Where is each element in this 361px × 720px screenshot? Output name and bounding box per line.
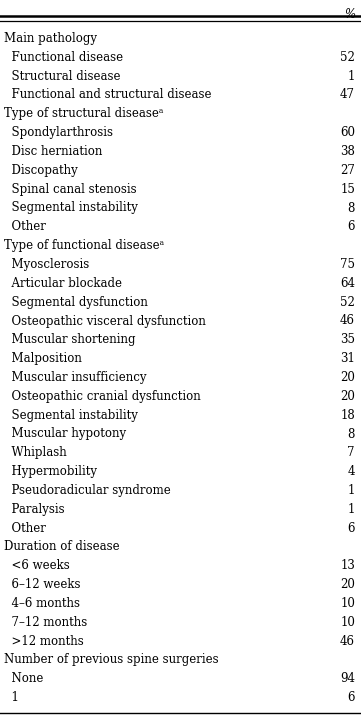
Text: 4–6 months: 4–6 months <box>4 597 80 610</box>
Text: Paralysis: Paralysis <box>4 503 65 516</box>
Text: Other: Other <box>4 522 46 535</box>
Text: 1: 1 <box>348 484 355 497</box>
Text: <6 weeks: <6 weeks <box>4 559 70 572</box>
Text: 35: 35 <box>340 333 355 346</box>
Text: 18: 18 <box>340 409 355 422</box>
Text: Type of functional diseaseᵃ: Type of functional diseaseᵃ <box>4 239 164 252</box>
Text: Disc herniation: Disc herniation <box>4 145 103 158</box>
Text: 15: 15 <box>340 183 355 196</box>
Text: Type of structural diseaseᵃ: Type of structural diseaseᵃ <box>4 107 164 120</box>
Text: Hypermobility: Hypermobility <box>4 465 97 478</box>
Text: 8: 8 <box>348 428 355 441</box>
Text: >12 months: >12 months <box>4 634 84 648</box>
Text: Other: Other <box>4 220 46 233</box>
Text: 10: 10 <box>340 597 355 610</box>
Text: Myosclerosis: Myosclerosis <box>4 258 89 271</box>
Text: 13: 13 <box>340 559 355 572</box>
Text: Number of previous spine surgeries: Number of previous spine surgeries <box>4 654 219 667</box>
Text: 6–12 weeks: 6–12 weeks <box>4 578 81 591</box>
Text: 31: 31 <box>340 352 355 365</box>
Text: 1: 1 <box>348 503 355 516</box>
Text: 6: 6 <box>348 522 355 535</box>
Text: 27: 27 <box>340 164 355 177</box>
Text: Structural disease: Structural disease <box>4 70 121 83</box>
Text: Muscular shortening: Muscular shortening <box>4 333 135 346</box>
Text: Segmental dysfunction: Segmental dysfunction <box>4 296 148 309</box>
Text: Malposition: Malposition <box>4 352 82 365</box>
Text: Functional and structural disease: Functional and structural disease <box>4 89 212 102</box>
Text: 64: 64 <box>340 276 355 290</box>
Text: 94: 94 <box>340 672 355 685</box>
Text: 7–12 months: 7–12 months <box>4 616 87 629</box>
Text: 6: 6 <box>348 691 355 704</box>
Text: 8: 8 <box>348 202 355 215</box>
Text: 10: 10 <box>340 616 355 629</box>
Text: 1: 1 <box>348 70 355 83</box>
Text: Discopathy: Discopathy <box>4 164 78 177</box>
Text: None: None <box>4 672 43 685</box>
Text: Muscular insufficiency: Muscular insufficiency <box>4 371 147 384</box>
Text: Functional disease: Functional disease <box>4 51 123 64</box>
Text: 52: 52 <box>340 51 355 64</box>
Text: Whiplash: Whiplash <box>4 446 67 459</box>
Text: 52: 52 <box>340 296 355 309</box>
Text: Main pathology: Main pathology <box>4 32 97 45</box>
Text: 7: 7 <box>348 446 355 459</box>
Text: 75: 75 <box>340 258 355 271</box>
Text: 6: 6 <box>348 220 355 233</box>
Text: %: % <box>344 8 355 21</box>
Text: 20: 20 <box>340 390 355 402</box>
Text: 20: 20 <box>340 371 355 384</box>
Text: 47: 47 <box>340 89 355 102</box>
Text: Pseudoradicular syndrome: Pseudoradicular syndrome <box>4 484 171 497</box>
Text: 38: 38 <box>340 145 355 158</box>
Text: 46: 46 <box>340 315 355 328</box>
Text: 4: 4 <box>348 465 355 478</box>
Text: 46: 46 <box>340 634 355 648</box>
Text: Osteopathic cranial dysfunction: Osteopathic cranial dysfunction <box>4 390 201 402</box>
Text: Segmental instability: Segmental instability <box>4 202 138 215</box>
Text: 60: 60 <box>340 126 355 139</box>
Text: Duration of disease: Duration of disease <box>4 541 119 554</box>
Text: Segmental instability: Segmental instability <box>4 409 138 422</box>
Text: Spinal canal stenosis: Spinal canal stenosis <box>4 183 136 196</box>
Text: Osteopathic visceral dysfunction: Osteopathic visceral dysfunction <box>4 315 206 328</box>
Text: 20: 20 <box>340 578 355 591</box>
Text: Muscular hypotony: Muscular hypotony <box>4 428 126 441</box>
Text: 1: 1 <box>4 691 19 704</box>
Text: Articular blockade: Articular blockade <box>4 276 122 290</box>
Text: Spondylarthrosis: Spondylarthrosis <box>4 126 113 139</box>
